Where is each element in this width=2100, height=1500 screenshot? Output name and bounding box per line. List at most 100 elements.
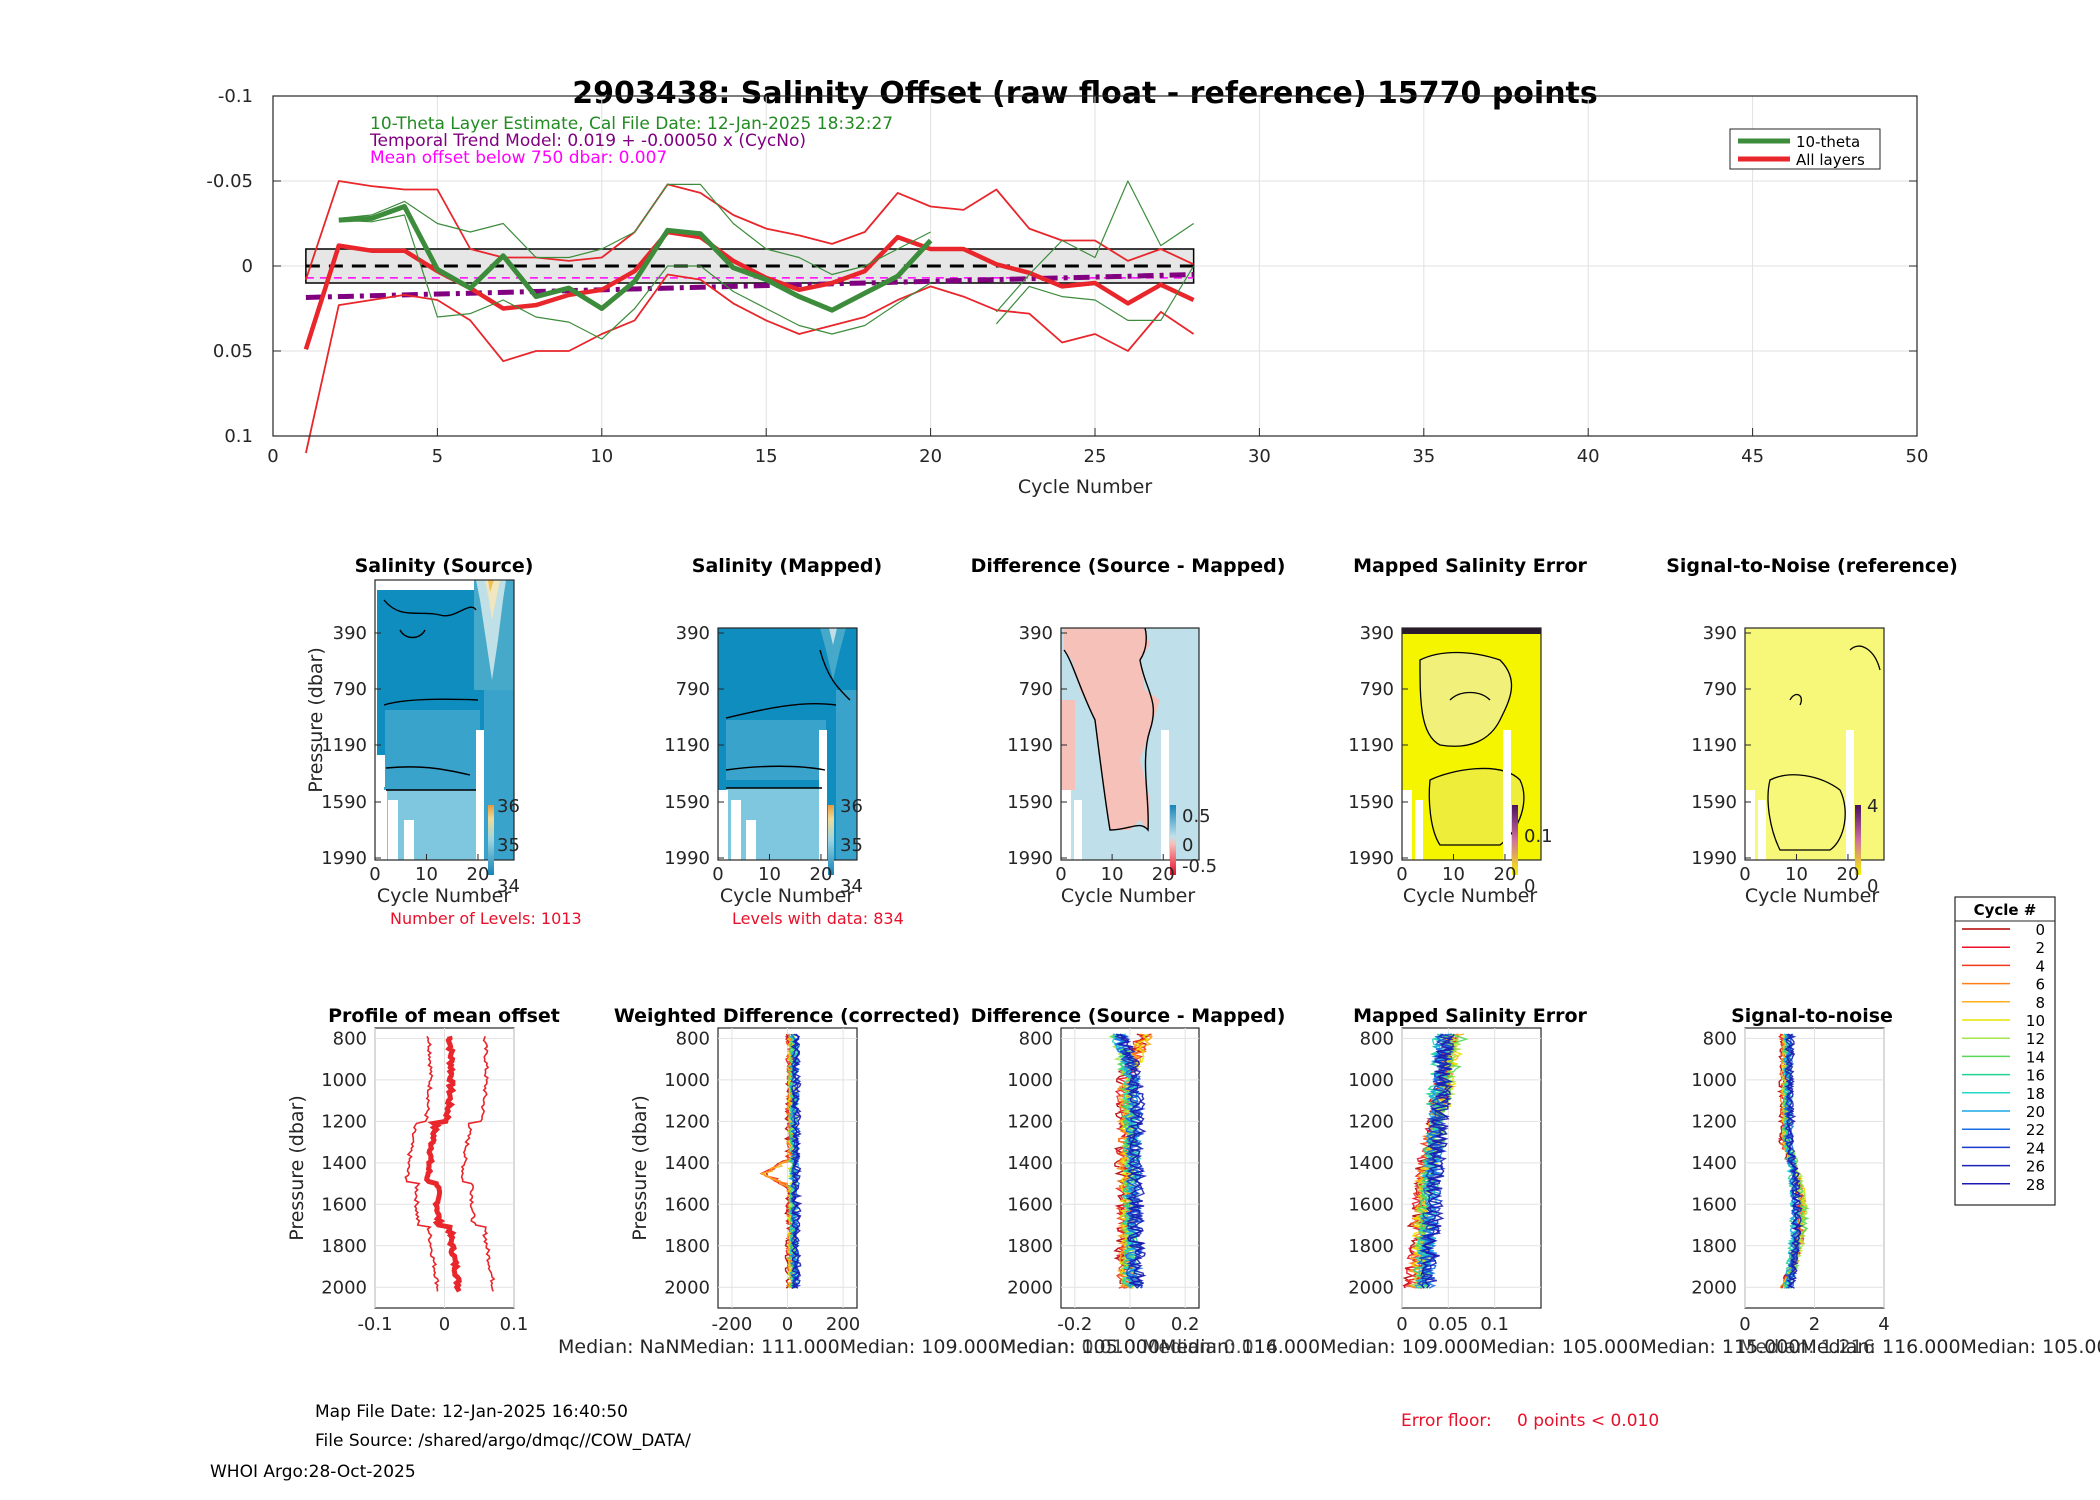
- median-overlay: Median: 0.010 Median: 0.014: [1000, 1336, 1278, 1358]
- legend-label: 10: [2026, 1012, 2045, 1030]
- median-row: Median: NaNMedian: 111.000Median: 109.00…: [558, 1336, 2100, 1358]
- y-tick-label: 1000: [664, 1070, 710, 1091]
- y-tick-label: 390: [676, 623, 710, 644]
- x-tick-label: 0: [1396, 864, 1407, 885]
- cb-tick: 0: [1867, 876, 1878, 897]
- y-tick-label: 1590: [1348, 792, 1394, 813]
- legend-label: 28: [2026, 1176, 2045, 1194]
- panel-title: Difference (Source - Mapped): [971, 1005, 1286, 1027]
- profile-line: [1410, 1033, 1463, 1289]
- y-tick-label: 1000: [321, 1070, 367, 1091]
- y-tick-label: 390: [1019, 623, 1053, 644]
- x-tick-label: 0: [782, 1314, 793, 1335]
- profile-line: [790, 1033, 803, 1289]
- x-tick-label: 20: [467, 864, 490, 885]
- panel-ylabel: Pressure (dbar): [629, 1095, 651, 1241]
- profile-line: [404, 1035, 440, 1292]
- y-tick-label: 790: [676, 679, 710, 700]
- y-tick-label: 1590: [664, 792, 710, 813]
- y-tick-label: 0: [242, 256, 253, 277]
- y-tick-label: 1990: [321, 848, 367, 869]
- panel-xlabel: Cycle Number: [1403, 885, 1537, 907]
- y-tick-label: 1800: [321, 1236, 367, 1257]
- y-tick-label: 1800: [1007, 1236, 1053, 1257]
- y-tick-label: 1400: [1691, 1153, 1737, 1174]
- y-tick-label: 790: [1703, 679, 1737, 700]
- y-tick-label: 1590: [321, 792, 367, 813]
- series-10-theta: [338, 204, 933, 313]
- x-tick-label: 0.1: [1480, 1314, 1509, 1335]
- panel-title: Profile of mean offset: [328, 1005, 560, 1027]
- legend-label: 20: [2026, 1103, 2045, 1121]
- profile-line: [1784, 1033, 1802, 1289]
- y-tick-label: 1990: [1007, 848, 1053, 869]
- x-tick-label: 35: [1412, 446, 1435, 467]
- panel-title: Salinity (Source): [355, 555, 534, 577]
- x-tick-label: 5: [432, 446, 443, 467]
- x-tick-label: 0: [1055, 864, 1066, 885]
- legend-label: 8: [2035, 994, 2045, 1012]
- x-tick-label: 10: [758, 864, 781, 885]
- legend-label-all-layers: All layers: [1796, 151, 1865, 169]
- x-tick-label: 10: [415, 864, 438, 885]
- y-tick-label: 1400: [1007, 1153, 1053, 1174]
- panel-xlabel: Cycle Number: [1745, 885, 1879, 907]
- cb-tick: 36: [497, 796, 520, 817]
- y-tick-label: 800: [676, 1028, 710, 1049]
- series-all-layers-upper: [305, 180, 1194, 280]
- x-tick-label: 0: [1124, 1314, 1135, 1335]
- x-tick-label: 4: [1878, 1314, 1889, 1335]
- panel-difference: Difference (Source - Mapped) -0.5 0 0.5 …: [971, 555, 1286, 907]
- y-tick-label: 1200: [321, 1111, 367, 1132]
- panel-signal-to-noise: Signal-to-Noise (reference) 0 4 Cycle Nu…: [1666, 555, 1958, 907]
- y-tick-label: 0.1: [224, 426, 253, 447]
- x-tick-label: 20: [1494, 864, 1517, 885]
- panel-title: Mapped Salinity Error: [1353, 1005, 1587, 1027]
- x-tick-label: 10: [590, 446, 613, 467]
- legend-label: 12: [2026, 1030, 2045, 1048]
- panel-title: Signal-to-Noise (reference): [1666, 555, 1958, 577]
- x-tick-label: 0: [1739, 864, 1750, 885]
- y-tick-label: 1600: [1348, 1194, 1394, 1215]
- y-tick-label: 390: [1703, 623, 1737, 644]
- profile-line: [1420, 1033, 1455, 1289]
- section-plots-row: Salinity (Source) 36 35 34 Cycle Number: [305, 555, 1958, 928]
- y-tick-label: 800: [1019, 1028, 1053, 1049]
- panel-title: Salinity (Mapped): [692, 555, 882, 577]
- x-tick-label: 20: [810, 864, 833, 885]
- number-of-levels: Number of Levels: 1013: [390, 909, 582, 928]
- whoi-argo-date: WHOI Argo:28-Oct-2025: [210, 1462, 416, 1482]
- cb-tick: 0: [1524, 876, 1535, 897]
- y-tick-label: 1190: [1007, 735, 1053, 756]
- y-tick-label: 1600: [1007, 1194, 1053, 1215]
- y-tick-label: 1800: [664, 1236, 710, 1257]
- x-tick-label: 50: [1906, 446, 1929, 467]
- error-floor-label: Error floor:: [1401, 1411, 1492, 1431]
- series-10-theta-lower: [338, 214, 1195, 340]
- x-tick-label: 30: [1248, 446, 1271, 467]
- cycle-legend-title: Cycle #: [1974, 901, 2037, 919]
- panel-title: Signal-to-noise: [1731, 1005, 1893, 1027]
- y-tick-label: 1600: [321, 1194, 367, 1215]
- x-tick-label: -0.2: [1057, 1314, 1092, 1335]
- x-tick-label: 0.05: [1428, 1314, 1468, 1335]
- profile-line: [1114, 1033, 1146, 1289]
- panel-xlabel: Cycle Number: [1061, 885, 1195, 907]
- panel-xlabel: Cycle Number: [720, 885, 854, 907]
- ten-theta-annotation: 10-Theta Layer Estimate, Cal File Date: …: [370, 114, 893, 134]
- legend-label: 16: [2026, 1067, 2045, 1085]
- cb-tick: 34: [497, 876, 520, 897]
- levels-with-data: Levels with data: 834: [732, 909, 904, 928]
- x-tick-label: 25: [1084, 446, 1107, 467]
- y-tick-label: 1190: [1691, 735, 1737, 756]
- x-tick-label: 20: [919, 446, 942, 467]
- y-tick-label: 1590: [1691, 792, 1737, 813]
- x-tick-label: 0.1: [500, 1314, 529, 1335]
- y-tick-label: 1200: [1007, 1111, 1053, 1132]
- y-tick-label: 390: [1360, 623, 1394, 644]
- y-tick-label: 1800: [1348, 1236, 1394, 1257]
- cb-tick: 0: [1182, 835, 1193, 856]
- panel-title: Weighted Difference (corrected): [614, 1005, 960, 1027]
- y-tick-label: 0.05: [213, 341, 253, 362]
